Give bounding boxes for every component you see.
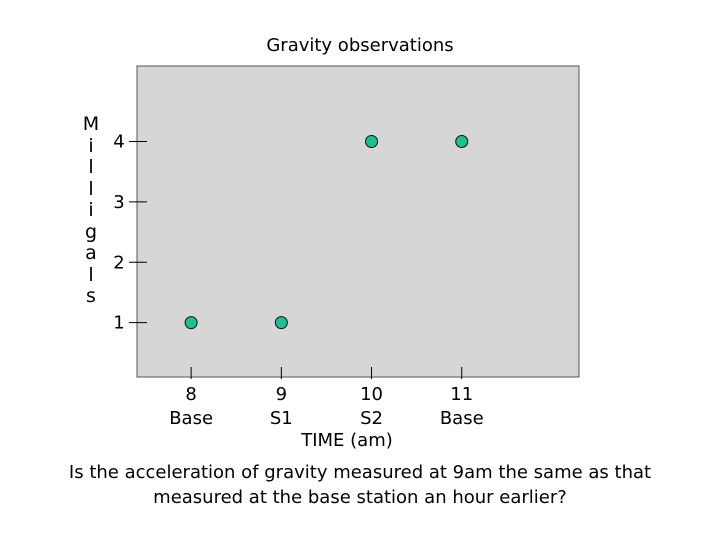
x-tick-sublabel: S2 [360,408,383,429]
question-text: Is the acceleration of gravity measured … [68,462,652,508]
y-tick-label: 1 [113,313,124,334]
x-tick-label: 10 [360,384,383,405]
x-axis-label: TIME (am) [301,430,393,451]
chart-title: Gravity observations [266,35,454,56]
x-tick-label: 9 [276,384,287,405]
data-point [184,316,198,330]
x-tick-sublabel: Base [440,408,484,429]
x-tick-sublabel: S1 [270,408,293,429]
x-tick-label: 11 [450,384,473,405]
data-point [274,316,288,330]
x-tick-label: 8 [185,384,196,405]
y-tick-label: 3 [113,192,124,213]
data-point [365,134,379,148]
data-point [455,134,469,148]
plot-area [136,65,580,378]
y-tick-label: 2 [113,252,124,273]
y-tick-label: 4 [113,131,124,152]
x-tick-sublabel: Base [169,408,213,429]
